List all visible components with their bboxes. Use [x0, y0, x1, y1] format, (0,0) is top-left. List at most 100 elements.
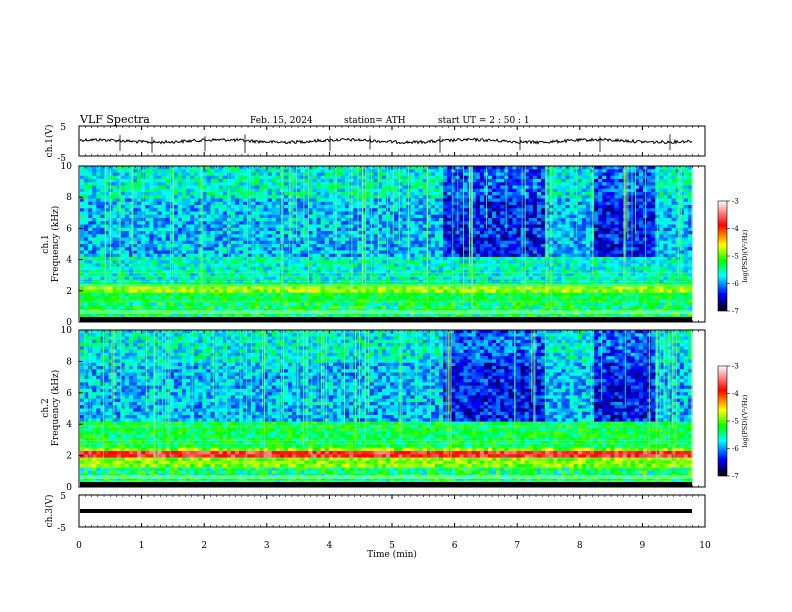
spectrogram-cell — [133, 250, 138, 255]
spectrogram-cell — [116, 192, 122, 196]
spectrogram-cell — [206, 276, 211, 281]
spectrogram-cell — [239, 175, 244, 180]
spectrogram-cell — [459, 234, 464, 238]
spectrogram-cell — [324, 214, 330, 219]
spectrogram-cell — [84, 237, 89, 242]
spectrogram-cell — [300, 192, 305, 196]
spectrogram-cell — [218, 289, 224, 294]
spectrogram-cell — [271, 221, 277, 225]
spectrogram-cell — [165, 208, 171, 212]
spectrogram-cell — [353, 221, 358, 225]
spectrogram-cell — [218, 214, 224, 219]
spectrogram-cell — [210, 244, 216, 248]
spectrogram-cell — [320, 247, 326, 251]
spectrogram-cell — [153, 263, 158, 268]
spectrogram-cell — [292, 192, 297, 196]
spectrogram-cell — [353, 192, 358, 196]
spectrogram-cell — [439, 172, 444, 177]
spectrogram-cell — [434, 179, 440, 183]
spectrogram-cell — [422, 208, 428, 212]
spectrogram-cell — [157, 211, 162, 216]
ch1-waveform-frame — [78, 125, 706, 157]
spectrogram-cell — [218, 240, 224, 245]
spectrogram-cell — [390, 289, 395, 294]
spectrogram-cell — [365, 296, 371, 300]
spectrogram-cell — [471, 305, 477, 310]
spectrogram-cell — [341, 166, 346, 170]
spectrogram-cell — [161, 276, 167, 281]
spectrogram-cell — [165, 195, 171, 199]
spectrogram-cell — [259, 166, 264, 170]
spectrogram-cell — [177, 169, 183, 173]
spectrogram-cell — [422, 263, 428, 268]
spectrogram-cell — [177, 185, 183, 190]
spectrogram-cell — [206, 169, 211, 173]
spectrogram-cell — [439, 227, 444, 232]
spectrogram-cell — [390, 185, 395, 190]
spectrogram-cell — [288, 250, 293, 255]
spectrogram-cell — [361, 263, 366, 268]
spectrogram-cell — [247, 244, 252, 248]
spectrogram-cell — [353, 224, 358, 229]
spectrogram-cell — [390, 299, 395, 303]
spectrogram-cell — [430, 260, 436, 264]
spectrogram-cell — [165, 253, 171, 258]
spectrogram-cell — [361, 169, 366, 173]
spectrogram-cell — [353, 185, 358, 190]
spectrogram-cell — [414, 211, 420, 216]
spectrogram-cell — [235, 227, 240, 232]
spectrogram-cell — [263, 188, 269, 193]
spectrogram-cell — [137, 198, 142, 203]
spectrogram-cell — [292, 253, 297, 258]
spectrogram-cell — [177, 250, 183, 255]
spectrogram-cell — [247, 312, 252, 316]
spectrogram-cell — [153, 169, 158, 173]
spectrogram-cell — [112, 218, 118, 222]
spectrogram-cell — [328, 231, 334, 235]
spectrogram-cell — [251, 231, 256, 235]
spectrogram-cell — [88, 253, 93, 258]
spectrogram-cell — [402, 260, 407, 264]
spectrogram-cell — [88, 231, 93, 235]
spectrogram-cell — [96, 182, 101, 186]
spectrogram-cell — [251, 188, 256, 193]
spectrogram-cell — [459, 172, 464, 177]
spectrogram-cell — [161, 299, 167, 303]
spectrogram-cell — [255, 195, 260, 199]
spectrogram-cell — [443, 234, 448, 238]
spectrogram-cell — [447, 214, 452, 219]
spectrogram-cell — [328, 234, 334, 238]
spectrogram-cell — [426, 292, 432, 297]
spectrogram-cell — [202, 179, 207, 183]
spectrogram-cell — [308, 266, 313, 271]
spectrogram-cell — [96, 195, 101, 199]
spectrogram-cell — [104, 286, 109, 290]
spectrogram-cell — [145, 227, 150, 232]
spectrogram-cell — [353, 231, 358, 235]
spectrogram-cell — [296, 244, 301, 248]
spectrogram-cell — [173, 257, 179, 261]
spectrogram-cell — [206, 250, 211, 255]
spectrogram-cell — [296, 234, 301, 238]
spectrogram-cell — [332, 270, 338, 274]
spectrogram-cell — [492, 292, 497, 297]
spectrogram-cell — [394, 227, 399, 232]
spectrogram-cell — [463, 237, 468, 242]
spectrogram-cell — [447, 237, 452, 242]
spectrogram-cell — [341, 237, 346, 242]
spectrogram-cell — [422, 276, 428, 281]
spectrogram-cell — [116, 169, 122, 173]
spectrogram-cell — [422, 260, 428, 264]
spectrogram-cell — [443, 169, 448, 173]
spectrogram-cell — [381, 286, 387, 290]
spectrogram-cell — [198, 227, 203, 232]
spectrogram-cell — [235, 188, 240, 193]
spectrogram-cell — [353, 296, 358, 300]
spectrogram-cell — [263, 286, 269, 290]
spectrogram-cell — [443, 227, 448, 232]
spectrogram-cell — [275, 198, 281, 203]
spectrogram-cell — [259, 208, 264, 212]
spectrogram-cell — [190, 289, 195, 294]
spectrogram-cell — [365, 292, 371, 297]
spectrogram-cell — [247, 237, 252, 242]
